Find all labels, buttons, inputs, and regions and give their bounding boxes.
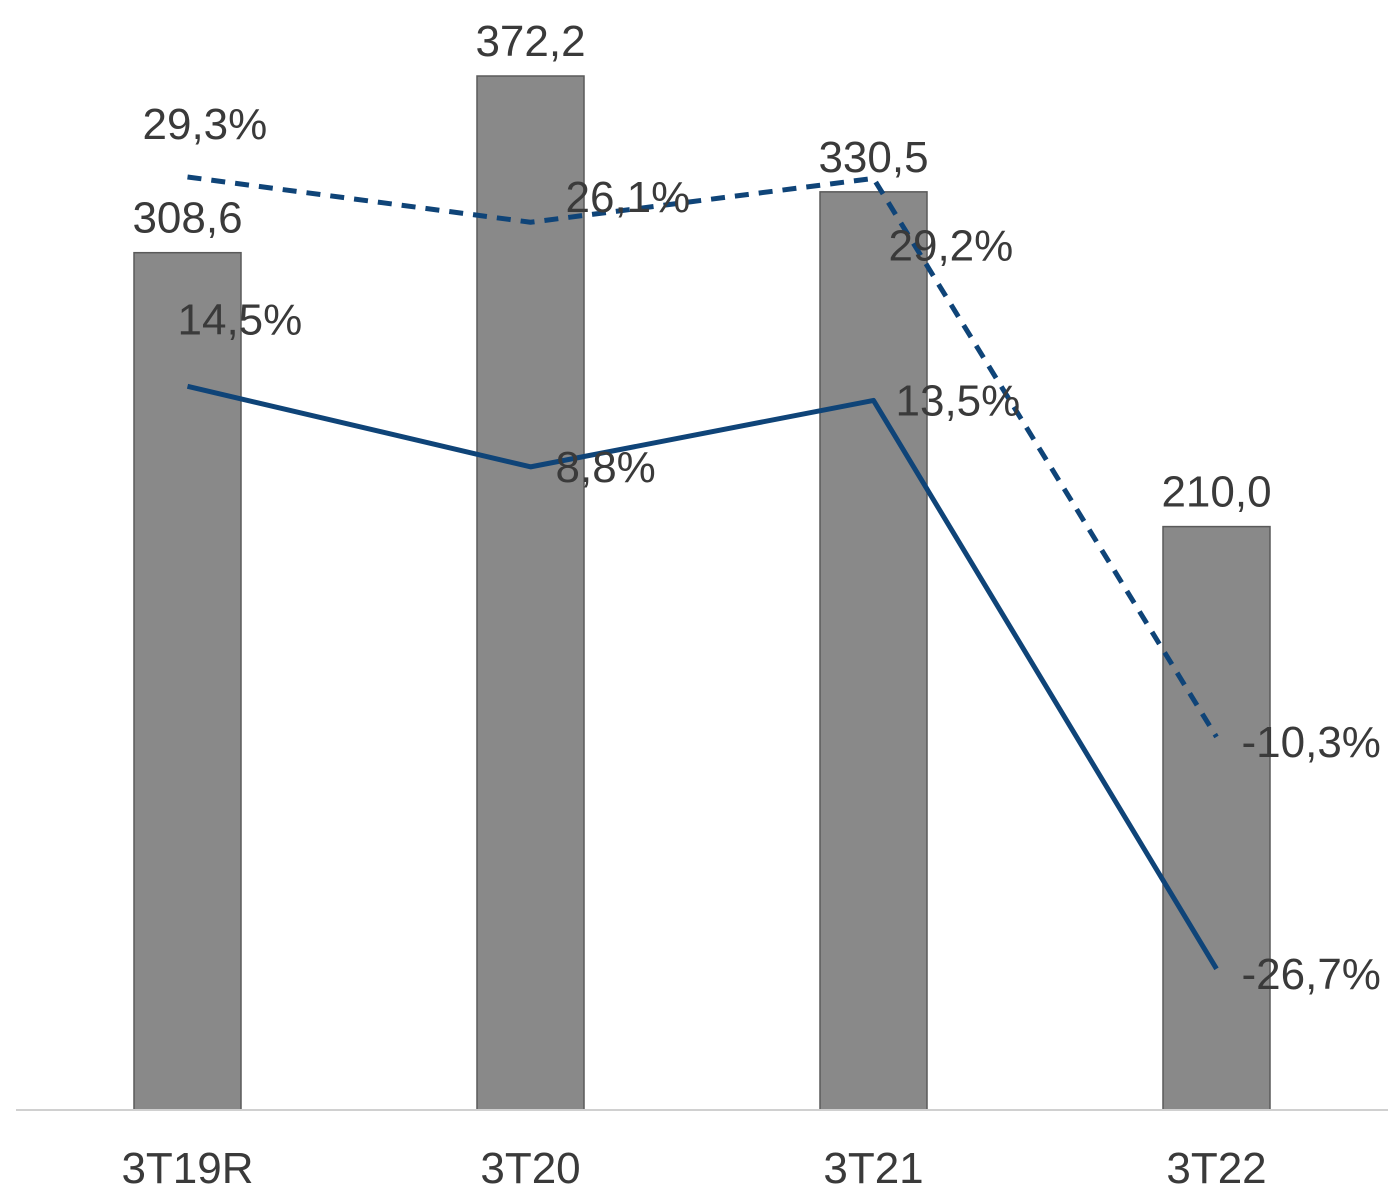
bar-value-label: 330,5 bbox=[818, 133, 928, 182]
dashed-line-value-label: 29,3% bbox=[143, 100, 268, 149]
bar-3T20 bbox=[476, 75, 585, 1111]
solid-line-series bbox=[186, 383, 1219, 971]
solid-line-value-label: 14,5% bbox=[178, 295, 303, 344]
bar-3T22 bbox=[1162, 525, 1271, 1111]
bar-value-label: 308,6 bbox=[132, 194, 242, 243]
lines-layer bbox=[186, 174, 1219, 971]
bar-value-label: 210,0 bbox=[1161, 468, 1271, 517]
category-labels-layer: 3T19R 3T20 3T21 3T22 bbox=[121, 1144, 1266, 1189]
solid-line-value-label: 13,5% bbox=[896, 376, 1021, 425]
solid-line-value-label: 8,8% bbox=[556, 443, 656, 492]
bars-layer bbox=[133, 75, 1271, 1111]
data-labels-layer: 308,6 372,2 330,5 210,0 29,3% 26,1% 29,2% -10,3… bbox=[132, 17, 1380, 999]
bar-value-label: 372,2 bbox=[475, 17, 585, 66]
dashed-line-value-label: 26,1% bbox=[566, 173, 691, 222]
bar-3T19R bbox=[133, 251, 242, 1111]
x-tick-label: 3T20 bbox=[480, 1144, 580, 1189]
dashed-line-series bbox=[187, 174, 1219, 739]
solid-line-value-label: -26,7% bbox=[1242, 950, 1381, 999]
dashed-line-value-label: 29,2% bbox=[889, 221, 1014, 270]
bar-3T21 bbox=[819, 191, 928, 1111]
x-tick-label: 3T22 bbox=[1166, 1144, 1266, 1189]
x-tick-label: 3T19R bbox=[121, 1144, 253, 1189]
x-tick-label: 3T21 bbox=[823, 1144, 923, 1189]
dashed-line-value-label: -10,3% bbox=[1242, 718, 1381, 767]
